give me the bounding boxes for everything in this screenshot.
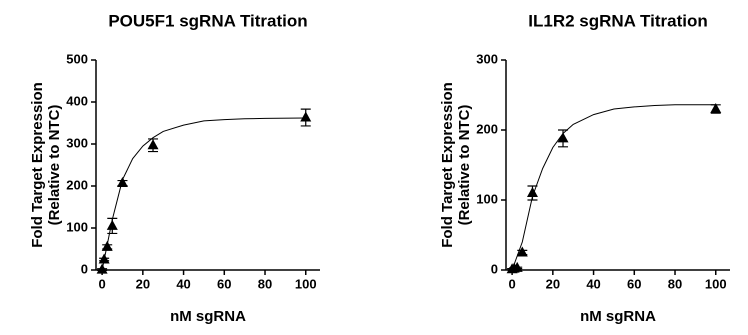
y-tick-label: 0: [491, 261, 498, 276]
x-tick-label: 0: [508, 276, 515, 291]
data-point: [526, 187, 538, 197]
x-tick-label: 80: [668, 276, 682, 291]
x-tick-label: 60: [627, 276, 641, 291]
data-point: [300, 111, 312, 122]
y-tick-label: 300: [66, 135, 88, 150]
y-tick-label: 400: [66, 93, 88, 108]
data-point: [101, 240, 113, 251]
y-tick-label: 500: [66, 51, 88, 66]
y-axis-label: (Relative to NTC): [46, 105, 63, 226]
data-point: [116, 177, 128, 188]
x-tick-label: 100: [295, 276, 317, 291]
x-tick-label: 0: [98, 276, 105, 291]
y-axis-label: Fold Target Expression: [439, 82, 456, 248]
data-point: [710, 103, 722, 113]
x-tick-label: 40: [586, 276, 600, 291]
x-axis-label: nM sgRNA: [580, 308, 656, 325]
data-point: [106, 219, 118, 230]
chart-title: POU5F1 sgRNA Titration: [108, 11, 307, 30]
x-tick-label: 20: [546, 276, 560, 291]
data-point: [516, 246, 528, 257]
y-tick-label: 200: [66, 177, 88, 192]
y-tick-label: 300: [476, 51, 498, 66]
x-tick-label: 80: [258, 276, 272, 291]
x-tick-label: 60: [217, 276, 231, 291]
data-point: [98, 253, 110, 264]
y-tick-label: 200: [476, 121, 498, 136]
x-axis-label: nM sgRNA: [170, 308, 246, 325]
x-tick-label: 20: [136, 276, 150, 291]
fit-curve: [511, 104, 716, 271]
chart-title: IL1R2 sgRNA Titration: [528, 11, 707, 30]
y-tick-label: 0: [81, 261, 88, 276]
y-tick-label: 100: [476, 191, 498, 206]
x-tick-label: 100: [705, 276, 727, 291]
y-axis-label: Fold Target Expression: [29, 82, 46, 248]
data-point: [557, 132, 569, 143]
y-axis-label: (Relative to NTC): [456, 105, 473, 226]
data-point: [147, 139, 159, 150]
fit-curve: [101, 117, 306, 271]
data-point: [511, 261, 523, 272]
y-tick-label: 100: [66, 219, 88, 234]
x-tick-label: 40: [176, 276, 190, 291]
data-point: [96, 263, 108, 274]
